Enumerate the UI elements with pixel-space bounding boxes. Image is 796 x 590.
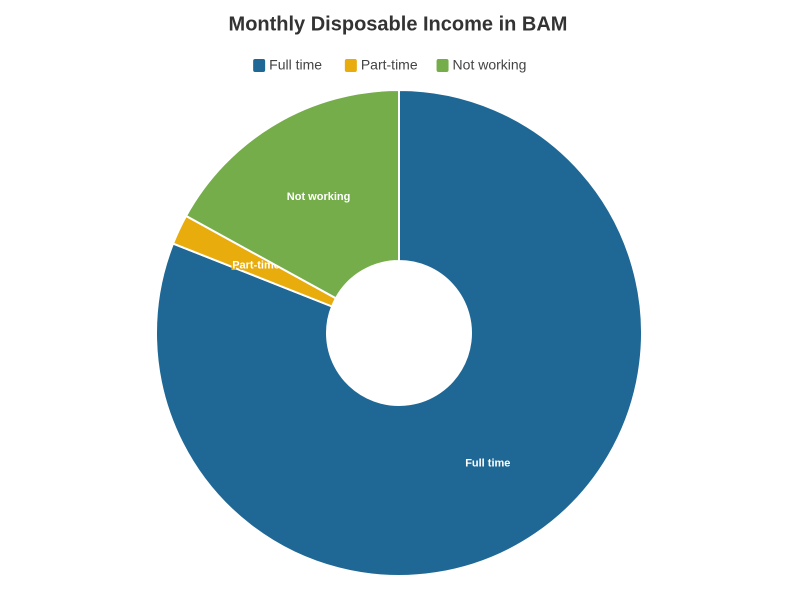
slice bbox=[184, 88, 400, 300]
slice-label: Full time bbox=[465, 458, 510, 470]
legend-swatch bbox=[344, 59, 357, 72]
slice bbox=[155, 88, 643, 577]
legend-swatch bbox=[436, 59, 449, 72]
chart-title: Monthly Disposable Income in BAM bbox=[229, 13, 568, 35]
legend-label: Not working bbox=[453, 57, 527, 73]
legend: Full time Part-time Not working bbox=[253, 57, 526, 73]
legend-label: Part-time bbox=[361, 57, 418, 73]
legend-label: Full time bbox=[269, 57, 322, 73]
legend-swatch bbox=[253, 59, 266, 72]
slice-label: Not working bbox=[287, 191, 351, 203]
